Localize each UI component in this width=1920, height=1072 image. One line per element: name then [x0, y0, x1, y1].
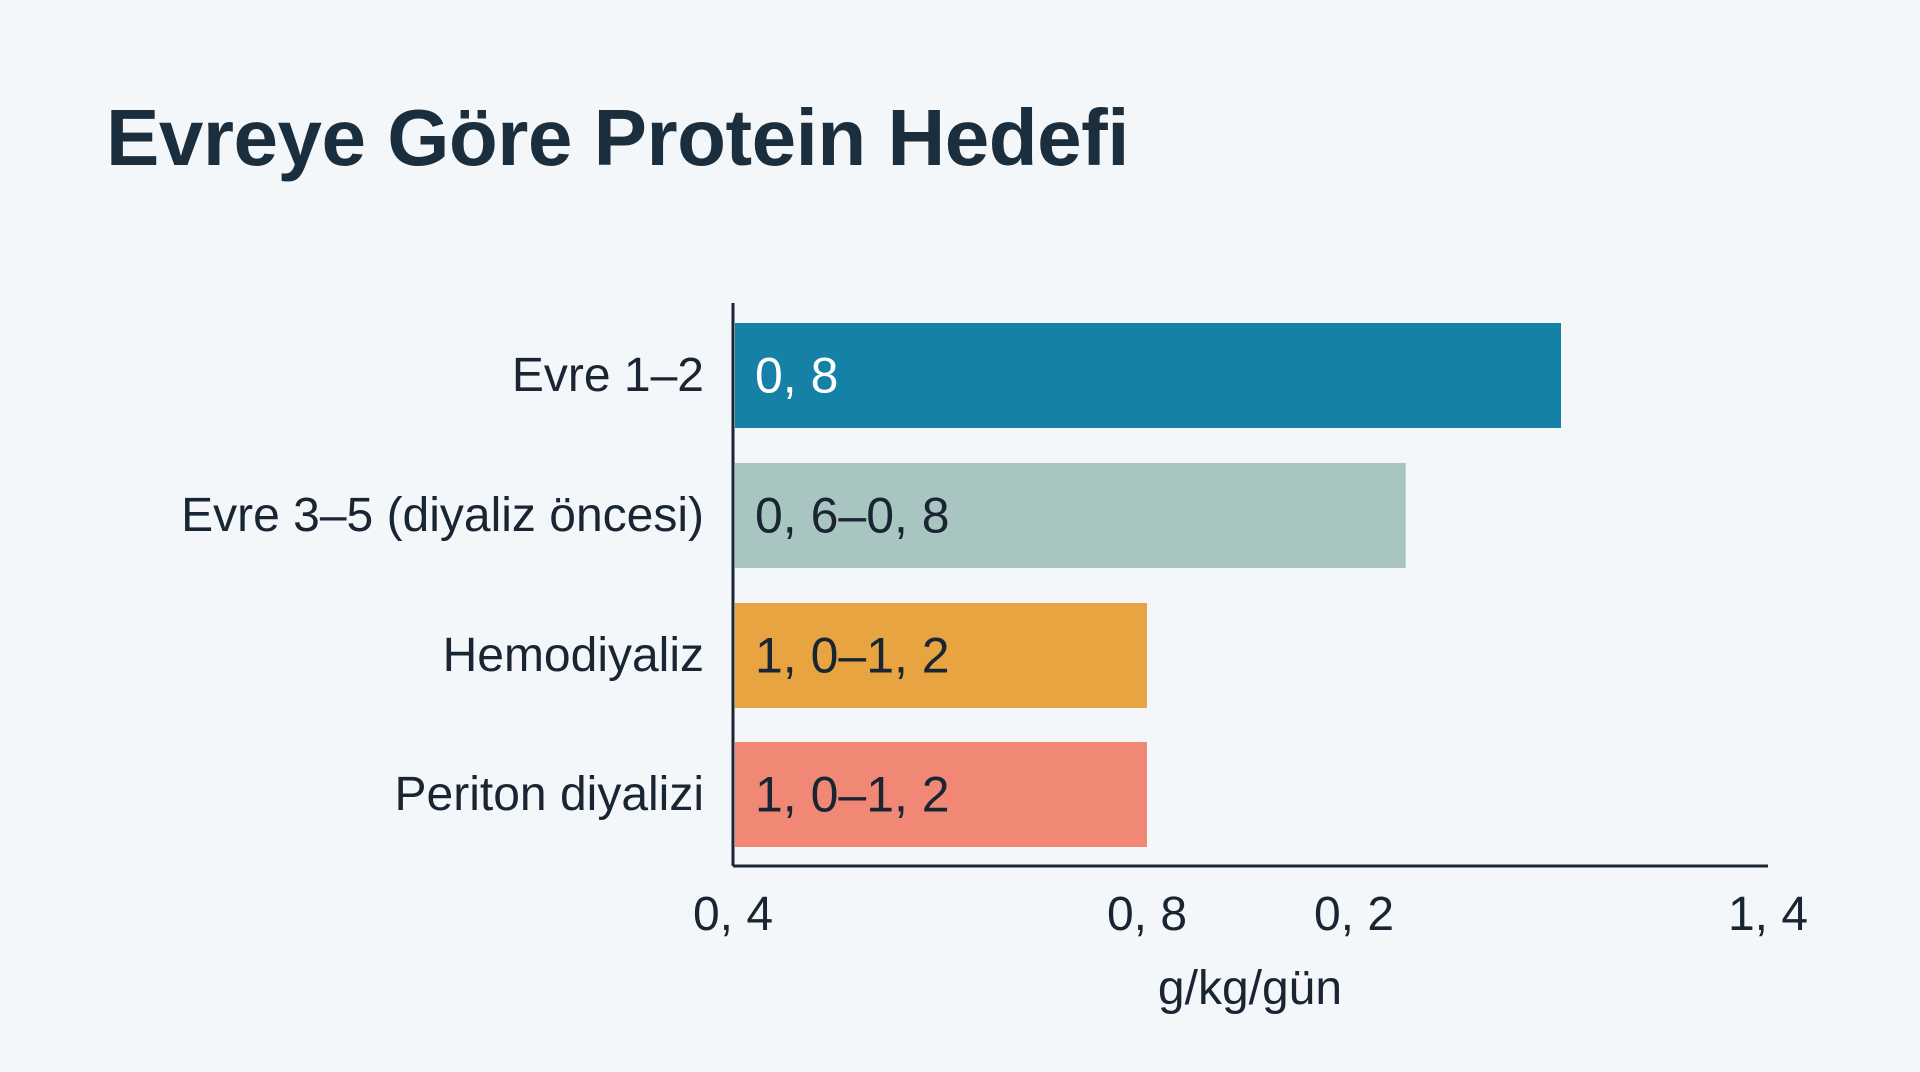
bar-4 — [735, 742, 1147, 847]
bars-layer — [735, 323, 1561, 847]
bar-3 — [735, 603, 1147, 708]
category-label-4: Periton diyalizi — [395, 768, 704, 821]
bar-value-label-2: 0, 6–0, 8 — [755, 488, 950, 544]
x-tick-label-1: 0, 4 — [693, 888, 773, 941]
chart-title: Evreye Göre Protein Hedefi — [106, 93, 1129, 182]
x-tick-label-4: 1, 4 — [1728, 888, 1808, 941]
bar-value-label-1: 0, 8 — [755, 348, 838, 404]
labels-layer: 0, 8 Evre 1–2 0, 6–0, 8 Evre 3–5 (diyaliz ö… — [181, 348, 1808, 942]
bar-value-label-3: 1, 0–1, 2 — [755, 628, 950, 684]
bar-value-label-4: 1, 0–1, 2 — [755, 767, 950, 823]
bar-2 — [735, 463, 1406, 568]
category-label-2: Evre 3–5 (diyaliz öncesi) — [181, 489, 704, 542]
category-label-3: Hemodiyaliz — [443, 629, 704, 682]
category-label-1: Evre 1–2 — [512, 349, 704, 402]
x-axis-title: g/kg/gün — [1158, 962, 1342, 1015]
axes-layer — [731, 303, 1768, 868]
bar-1 — [735, 323, 1561, 428]
x-tick-label-3: 0, 2 — [1314, 888, 1394, 941]
x-tick-label-2: 0, 8 — [1107, 888, 1187, 941]
